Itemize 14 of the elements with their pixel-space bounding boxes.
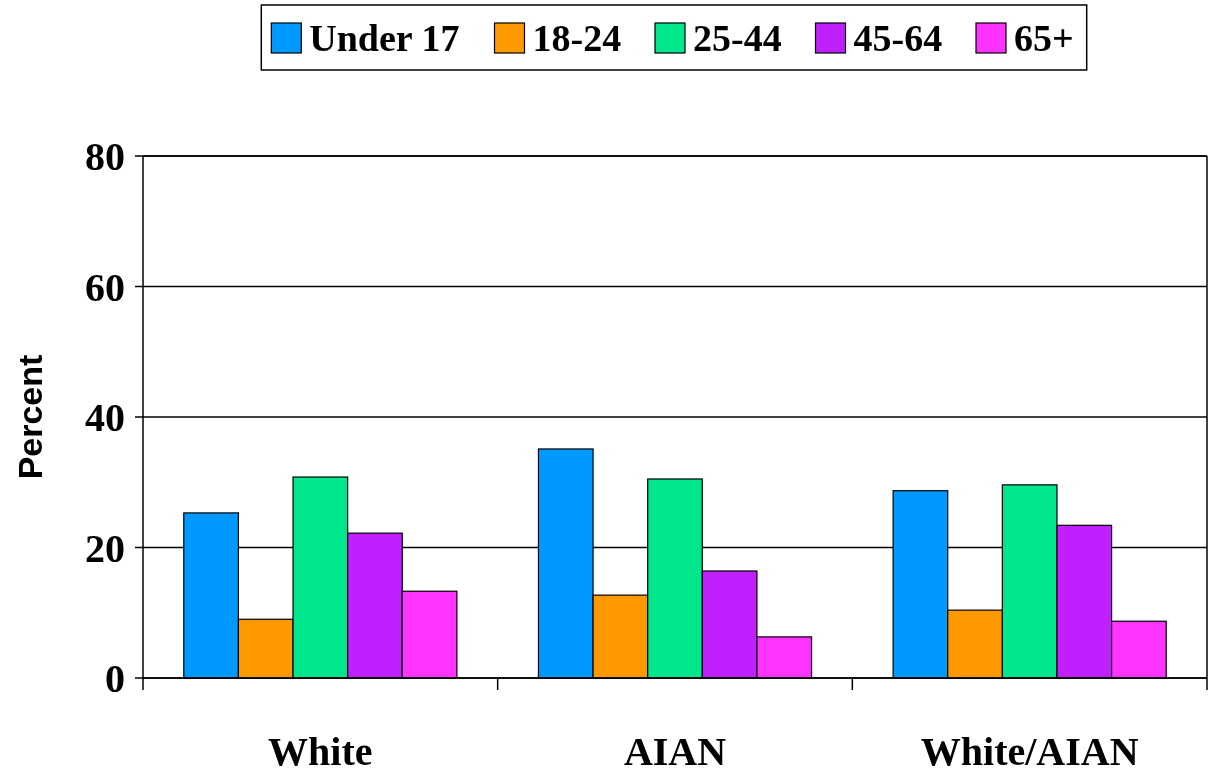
- legend-label: 18-24: [532, 17, 622, 60]
- y-tick-label: 0: [105, 656, 125, 701]
- y-tick-label: 40: [85, 395, 125, 440]
- y-tick-label: 20: [85, 525, 125, 571]
- y-tick-label: 80: [85, 134, 125, 179]
- x-tick-label: AIAN: [623, 729, 727, 773]
- x-tick-label: White: [268, 729, 373, 773]
- legend-label: 65+: [1014, 17, 1074, 60]
- legend-label: 45-64: [853, 17, 943, 60]
- legend-label: 25-44: [693, 17, 782, 60]
- x-tick-label: White/AIAN: [920, 729, 1139, 773]
- legend-label: Under 17: [309, 17, 460, 60]
- y-axis-title: Percent: [11, 354, 49, 480]
- y-tick-label: 60: [85, 264, 125, 310]
